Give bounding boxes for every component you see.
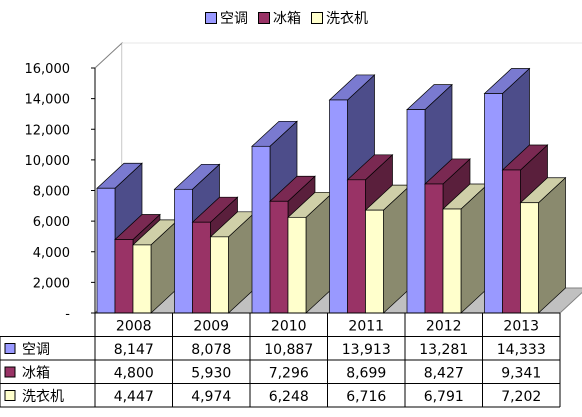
x-tick-label: 2010 — [271, 319, 307, 335]
bar — [406, 109, 426, 314]
data-label: 13,281 — [419, 342, 468, 358]
legend: 空调 冰箱 洗衣机 — [205, 8, 368, 28]
x-tick-label: 2012 — [426, 319, 462, 335]
bar — [269, 200, 289, 314]
bar — [96, 187, 116, 314]
legend-item-fridge: 冰箱 — [258, 8, 301, 28]
bar — [132, 244, 152, 314]
legend-label-fridge: 冰箱 — [273, 11, 301, 27]
bar — [192, 221, 211, 314]
table-row-swatch — [4, 343, 16, 354]
x-tick-label: 2009 — [193, 319, 229, 335]
x-tick-label: 2008 — [116, 319, 152, 335]
y-tick-label: 16,000 — [25, 62, 71, 77]
data-label: 6,716 — [346, 389, 386, 405]
x-tick-label: 2011 — [348, 319, 384, 335]
bar — [365, 209, 384, 314]
bar — [502, 169, 521, 314]
data-label: 4,447 — [114, 389, 154, 405]
bar — [484, 93, 503, 314]
y-tick-label: 2,000 — [33, 276, 70, 291]
bar — [174, 188, 193, 314]
data-label: 8,147 — [114, 342, 154, 358]
bar — [287, 216, 307, 314]
y-tick-label: 12,000 — [25, 123, 71, 138]
data-label: 8,427 — [424, 366, 464, 382]
table-row-swatch — [4, 366, 16, 378]
bar — [114, 239, 134, 314]
bar — [442, 208, 462, 314]
bar — [424, 183, 444, 314]
legend-item-ac: 空调 — [205, 8, 248, 28]
data-label: 7,296 — [269, 366, 309, 382]
x-tick-label: 2013 — [503, 319, 539, 335]
legend-swatch-fridge — [258, 12, 270, 24]
y-tick-label: 4,000 — [33, 246, 70, 261]
data-label: 8,078 — [191, 342, 231, 358]
data-label: 5,930 — [191, 366, 231, 382]
legend-swatch-ac — [205, 12, 217, 24]
bar — [210, 236, 229, 314]
data-label: 14,333 — [497, 342, 546, 358]
data-label: 4,800 — [114, 366, 154, 382]
legend-swatch-washer — [311, 12, 323, 24]
table-row-label: 空调 — [22, 342, 50, 358]
table-row-label: 洗衣机 — [22, 389, 64, 405]
data-label: 6,248 — [269, 389, 309, 405]
bar — [347, 179, 366, 314]
table-row-label: 冰箱 — [22, 366, 50, 382]
data-label: 13,913 — [342, 342, 391, 358]
data-label: 8,699 — [346, 366, 386, 382]
data-label: 7,202 — [501, 389, 541, 405]
legend-item-washer: 洗衣机 — [311, 8, 368, 28]
data-label: 6,791 — [424, 389, 464, 405]
bar — [520, 202, 539, 314]
y-tick-label: 6,000 — [33, 215, 70, 230]
y-tick-label: 14,000 — [25, 93, 71, 108]
legend-label-washer: 洗衣机 — [326, 11, 368, 27]
legend-label-ac: 空调 — [220, 11, 248, 27]
bar — [251, 145, 271, 314]
data-label: 4,974 — [191, 389, 231, 405]
data-label: 9,341 — [501, 366, 541, 382]
y-tick-label: 10,000 — [25, 154, 71, 169]
y-tick-label: 8,000 — [33, 185, 70, 200]
data-label: 10,887 — [264, 342, 313, 358]
table-row-swatch — [4, 390, 16, 401]
y-tick-label: - — [65, 307, 70, 322]
bar — [329, 99, 348, 314]
